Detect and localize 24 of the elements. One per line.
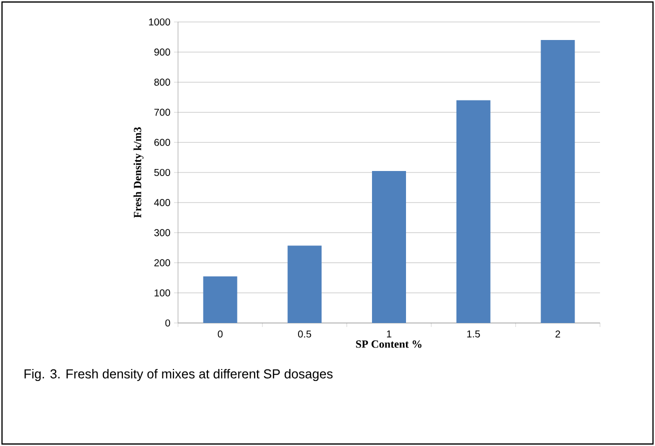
bar [540,40,575,323]
caption: Fig. 3. Fresh density of mixes at different SP dosages [24,368,333,382]
y-tick-label: 600 [154,138,170,146]
y-tick-label: 700 [154,108,170,116]
x-tick-label: 1 [387,330,392,338]
bar [288,246,322,323]
x-tick-label: 0.5 [298,330,312,338]
x-tick-label: 1.5 [467,330,480,338]
y-tick-label: 400 [154,199,170,206]
y-tick-label: 1000 [149,18,170,26]
y-tick-label: 300 [154,229,170,236]
y-axis-title: Fresh Density k/m3 [134,127,144,218]
bar [456,100,490,323]
y-tick-label: 900 [154,48,170,56]
x-tick-label: 2 [556,330,560,338]
y-tick-label: 0 [165,319,170,327]
x-tick-label: 0 [218,330,223,338]
bar [372,170,406,323]
x-axis-title: SP Content % [356,340,422,348]
y-tick-label: 800 [154,78,170,86]
y-tick-label: 500 [154,168,170,176]
y-tick-label: 200 [154,259,170,266]
y-tick-label: 100 [154,289,170,296]
bar [203,276,238,323]
